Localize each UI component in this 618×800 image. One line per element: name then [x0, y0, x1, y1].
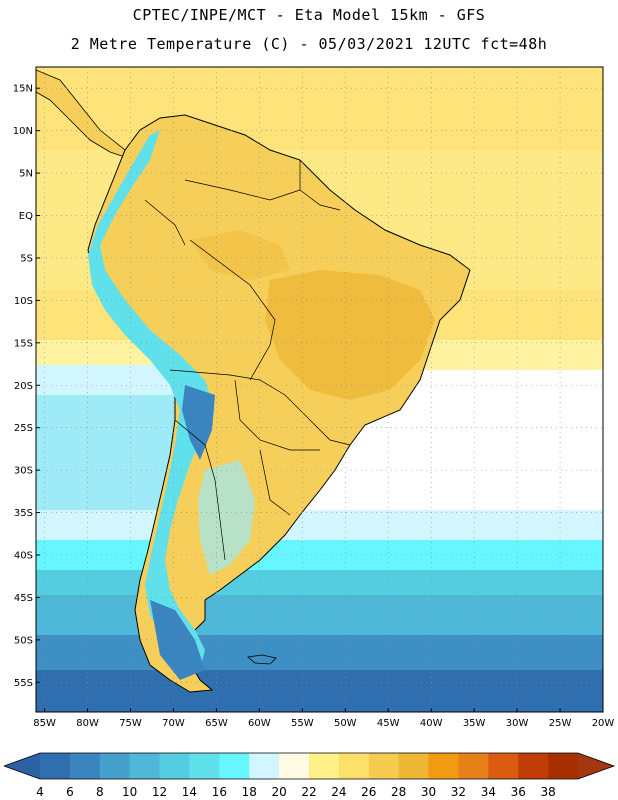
colorbar-cell [249, 753, 280, 779]
colorbar-labels: 4 6 8 10 12 14 16 18 20 22 24 26 28 30 32 34 36 38 [36, 785, 556, 799]
colorbar-label: 22 [301, 785, 316, 799]
interior-hot-region [265, 270, 435, 400]
colorbar-outline [3, 752, 616, 780]
colorbar-cell [40, 753, 71, 779]
lon-tick-label: 75W [119, 718, 142, 729]
colorbar-cell [219, 753, 250, 779]
ocean-band-colder [36, 595, 603, 640]
lon-tick-label: 70W [162, 718, 185, 729]
colorbar-cell [518, 753, 549, 779]
border-line [174, 419, 226, 561]
border-line [144, 199, 186, 246]
colorbar-cell [279, 753, 310, 779]
colorbar-cell [129, 753, 161, 779]
colorbar-cell [368, 753, 400, 779]
colorbar-label: 24 [331, 785, 346, 799]
colorbar-label: 38 [540, 785, 555, 799]
colorbar-label: 34 [481, 785, 496, 799]
lat-tick-label: 5N [19, 169, 33, 180]
lat-tick-label: EQ [19, 211, 33, 222]
lat-tick-label: 40S [14, 550, 33, 561]
colorbar-min-arrow [4, 753, 40, 779]
colorbar-label: 30 [421, 785, 436, 799]
colorbar-cell [458, 753, 489, 779]
lat-tick-label: 10N [13, 126, 33, 137]
border-line [259, 449, 291, 516]
colorbar-cell [189, 753, 220, 779]
colorbar-label: 32 [451, 785, 466, 799]
falkland-islands [247, 654, 277, 665]
border-line [234, 379, 320, 451]
colorbar-cell [398, 753, 430, 779]
colorbar-cell [488, 753, 519, 779]
border-line [189, 239, 276, 381]
lat-tick-label: 30S [14, 466, 33, 477]
lon-tick-label: 30W [506, 718, 529, 729]
colorbar-label: 18 [242, 785, 257, 799]
amazon-warm-region [190, 230, 290, 280]
lat-tick-label: 45S [14, 593, 33, 604]
colorbar-cell [338, 753, 370, 779]
country-borders [144, 160, 351, 561]
lon-tick-label: 40W [420, 718, 443, 729]
colorbar-label: 36 [511, 785, 526, 799]
lat-tick-label: 15N [13, 84, 33, 95]
lon-tick-label: 85W [33, 718, 56, 729]
colorbar-label: 26 [361, 785, 376, 799]
lon-tick-label: 35W [463, 718, 486, 729]
longitude-labels: 85W 80W 75W 70W 65W 60W 55W 50W 45W 40W 35W 30W 25W 2… [33, 718, 614, 729]
patagonia-cool-region [198, 460, 255, 575]
colorbar-label: 12 [152, 785, 167, 799]
patagonia-cold-patch [150, 600, 205, 680]
chart-title: CPTEC/INPE/MCT - Eta Model 15km - GFS [132, 6, 486, 24]
map-frame [35, 66, 604, 713]
altiplano-cold-patch [182, 385, 215, 460]
lon-tick-label: 60W [248, 718, 271, 729]
lon-tick-label: 80W [76, 718, 99, 729]
colorbar-label: 8 [96, 785, 104, 799]
colorbar-label: 16 [212, 785, 227, 799]
colorbar-max-arrow [578, 753, 614, 779]
border-line [184, 179, 301, 201]
colorbar-label: 10 [122, 785, 137, 799]
colorbar-cell [69, 753, 101, 779]
lat-tick-label: 35S [14, 508, 33, 519]
lat-tick-label: 10S [14, 296, 33, 307]
colorbar-cell [548, 753, 579, 779]
lon-tick-label: 25W [549, 718, 572, 729]
lat-tick-label: 20S [14, 381, 33, 392]
lat-tick-label: 15S [14, 338, 33, 349]
colorbar-cell [428, 753, 459, 779]
colorbar-label: 14 [182, 785, 197, 799]
lat-tick-label: 5S [20, 253, 33, 264]
lat-tick-label: 55S [14, 678, 33, 689]
colorbar-label: 4 [36, 785, 44, 799]
ocean-band-polar [36, 670, 603, 712]
colorbar-cells [3, 752, 616, 780]
border-line [299, 160, 341, 211]
lon-tick-label: 50W [334, 718, 357, 729]
chart-subtitle: 2 Metre Temperature (C) - 05/03/2021 12U… [70, 35, 548, 53]
colorbar-label: 20 [271, 785, 286, 799]
ocean-band-subpolar [36, 635, 603, 675]
border-line [169, 369, 351, 446]
colorbar-cell [99, 753, 131, 779]
map-layers [36, 67, 603, 712]
central-america-landmass [36, 69, 129, 159]
gridlines [36, 67, 604, 712]
latitude-labels: 15N 10N 5N EQ 5S 10S 15S 20S 25S 30S 35S 40S 45S 50S 5… [13, 84, 33, 689]
ocean-band-cool [36, 540, 603, 575]
colorbar-cell [309, 753, 340, 779]
colorbar-cell [159, 753, 190, 779]
lat-tick-label: 25S [14, 423, 33, 434]
lon-tick-label: 65W [205, 718, 228, 729]
colorbar-label: 28 [391, 785, 406, 799]
colorbar: 4 6 8 10 12 14 16 18 20 22 24 26 28 30 32 34 36 38 [3, 752, 616, 799]
lat-tick-label: 50S [14, 635, 33, 646]
lon-tick-label: 20W [592, 718, 615, 729]
lon-tick-label: 45W [377, 718, 400, 729]
lon-tick-label: 55W [291, 718, 314, 729]
colorbar-label: 6 [66, 785, 74, 799]
